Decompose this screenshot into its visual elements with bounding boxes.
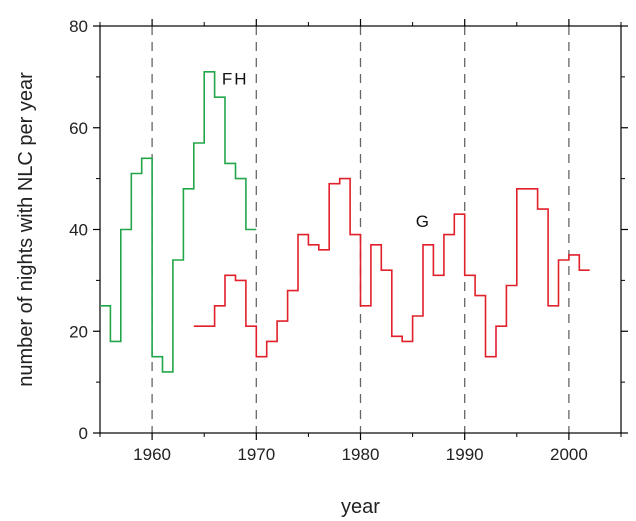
x-tick-label: 1980 <box>342 445 380 464</box>
y-axis-label: number of nights with NLC per year <box>15 72 37 387</box>
y-tick-label: 80 <box>69 17 88 36</box>
x-tick-label: 1990 <box>446 445 484 464</box>
y-tick-label: 20 <box>69 322 88 341</box>
axis-ticks: 1960 1970 1980 1990 2000 0 20 40 60 80 <box>69 17 628 464</box>
series-line-g <box>193 177 590 358</box>
series-line-fh <box>100 71 257 373</box>
x-tick-label: 1970 <box>237 445 275 464</box>
series-label-fh: FH <box>222 70 249 89</box>
plot-frame <box>99 25 622 434</box>
y-tick-label: 60 <box>69 119 88 138</box>
y-tick-label: 0 <box>79 424 88 443</box>
series-group: FH G <box>100 70 590 373</box>
x-tick-label: 2000 <box>550 445 588 464</box>
x-axis-label: year <box>341 496 380 518</box>
series-label-g: G <box>416 212 431 231</box>
y-tick-label: 40 <box>69 221 88 240</box>
x-tick-label: 1960 <box>133 445 171 464</box>
decade-dashed-lines <box>151 26 570 433</box>
